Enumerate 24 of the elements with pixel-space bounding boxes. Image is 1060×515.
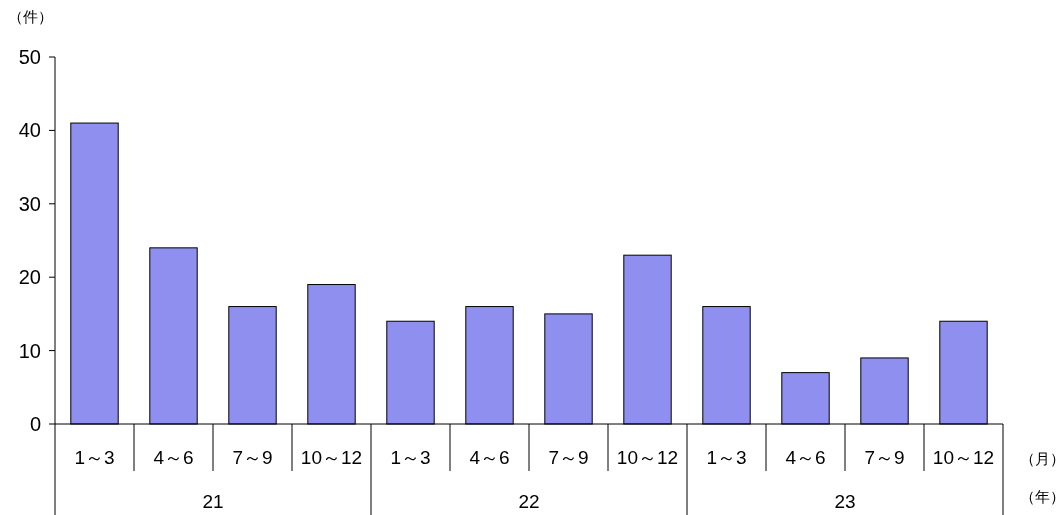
y-axis-title: （件） [8, 8, 53, 25]
text: 21 [202, 491, 224, 512]
text: （年） [1020, 488, 1060, 505]
y-tick-label: 30 [18, 192, 41, 215]
x-tick-label: 7～9 [232, 447, 273, 468]
x-tick-label: 1～3 [706, 447, 747, 468]
y-tick-label: 20 [18, 266, 41, 289]
x-tick-label: 10～12 [300, 447, 363, 468]
x-tick-label: 1～3 [390, 447, 431, 468]
x-tick-label: 7～9 [548, 447, 589, 468]
x-tick-label: 4～6 [469, 447, 510, 468]
y-tick-label: 10 [18, 339, 41, 362]
y-tick-label: 40 [18, 119, 41, 142]
x-tick-label: 1～3 [74, 447, 115, 468]
text: 23 [834, 491, 856, 512]
y-tick-label: 50 [18, 46, 41, 68]
x-tick-label: 7～9 [864, 447, 905, 468]
x-tick-label: 10～12 [932, 447, 995, 468]
x-axis-title: （月） [1020, 450, 1060, 467]
x-tick-label: 4～6 [785, 447, 826, 468]
x-tick-label: 4～6 [153, 447, 194, 468]
text: 22 [518, 491, 540, 512]
y-tick-label: 0 [29, 413, 41, 435]
x-tick-label: 10～12 [616, 447, 679, 468]
